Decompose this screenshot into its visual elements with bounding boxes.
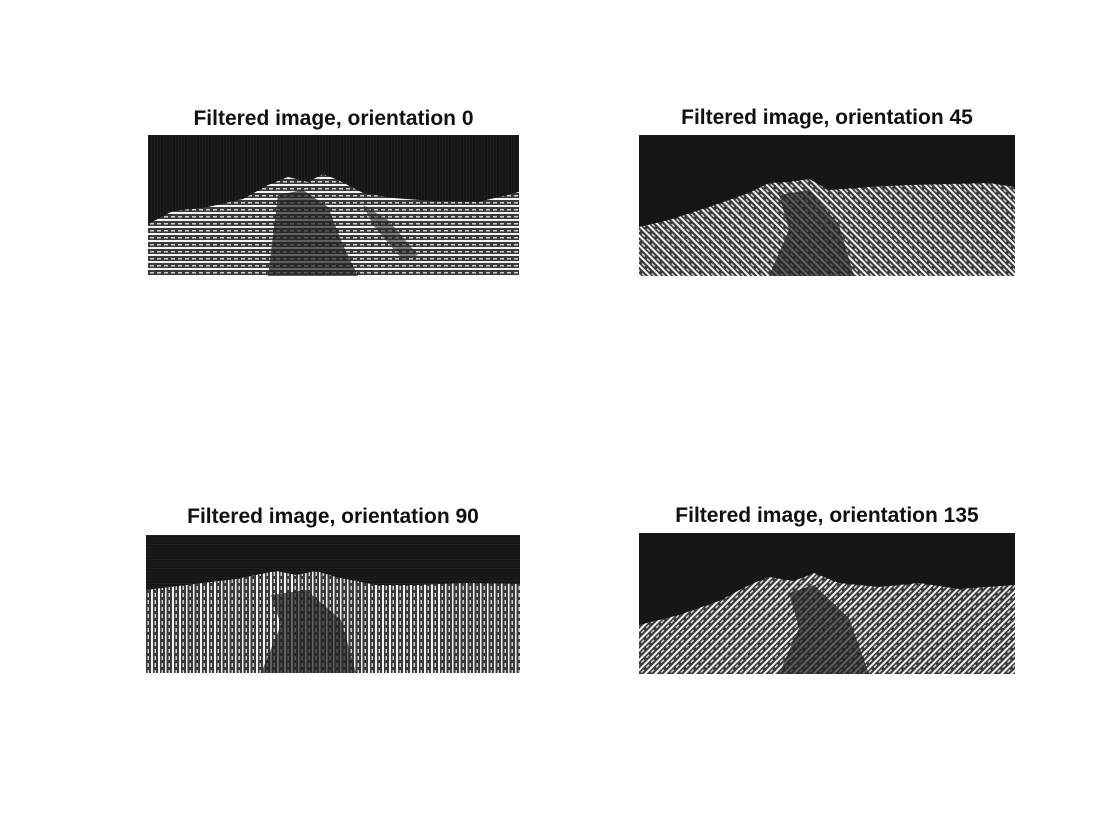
filtered-image <box>639 533 1015 674</box>
panel-title: Filtered image, orientation 90 <box>187 505 479 528</box>
filtered-image-panel-135: Filtered image, orientation 135 <box>639 504 1015 675</box>
panel-title: Filtered image, orientation 0 <box>193 107 474 130</box>
panel-title: Filtered image, orientation 45 <box>681 106 973 129</box>
filtered-image-panel-0: Filtered image, orientation 0 <box>148 107 519 277</box>
filtered-image-panel-90: Filtered image, orientation 90 <box>146 505 520 674</box>
filtered-image-panel-45: Filtered image, orientation 45 <box>639 106 1015 277</box>
filtered-image <box>639 135 1015 276</box>
filtered-image <box>146 535 520 673</box>
filtered-image <box>148 135 519 276</box>
panel-title: Filtered image, orientation 135 <box>675 504 979 527</box>
